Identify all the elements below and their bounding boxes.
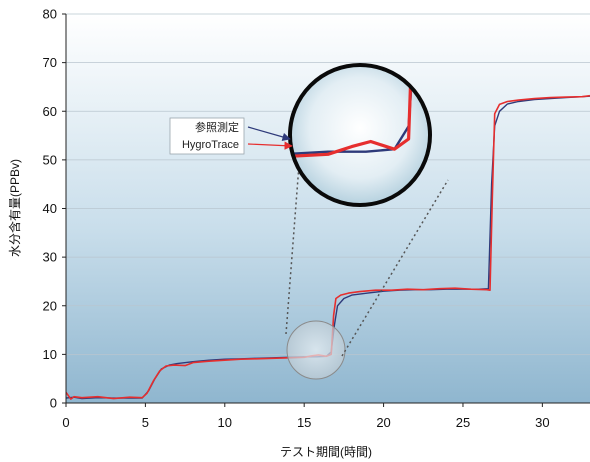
x-tick-label: 0 <box>62 415 69 430</box>
x-tick-label: 15 <box>297 415 311 430</box>
y-tick-label: 40 <box>43 201 57 216</box>
y-tick-label: 70 <box>43 55 57 70</box>
y-tick-label: 20 <box>43 298 57 313</box>
magnifier-lens <box>286 320 346 380</box>
legend-arrow-hygrotrace <box>247 141 293 150</box>
y-tick-label: 10 <box>43 347 57 362</box>
x-tick-label: 20 <box>376 415 390 430</box>
legend-arrow-reference <box>247 126 291 141</box>
x-tick-label: 5 <box>142 415 149 430</box>
y-tick-label: 30 <box>43 250 57 265</box>
magnifier-connector-left <box>285 151 301 335</box>
y-axis-title: 水分含有量(PPBv) <box>7 159 22 257</box>
x-tick-label: 30 <box>535 415 549 430</box>
magnifier-connector-right <box>341 179 449 357</box>
inset-background <box>290 65 430 205</box>
inset-line-hygrotrace <box>290 65 430 159</box>
y-tick-label: 50 <box>43 152 57 167</box>
tick-labels: 0 10 20 30 40 50 60 70 80 0 5 10 15 20 25 30 <box>43 7 550 431</box>
y-tick-label: 0 <box>50 396 57 411</box>
x-axis-title: テスト期間(時間) <box>280 445 372 459</box>
legend-label-reference: 参照測定 <box>195 120 239 134</box>
x-tick-label: 25 <box>456 415 470 430</box>
legend-label-hygrotrace: HygroTrace <box>182 139 239 151</box>
legend: 参照測定 HygroTrace <box>169 117 293 155</box>
inset-view <box>288 63 432 207</box>
inset-series-layer <box>290 65 430 159</box>
y-tick-label: 60 <box>43 104 57 119</box>
legend-box <box>169 117 245 155</box>
x-tick-label: 10 <box>218 415 232 430</box>
y-tick-label: 80 <box>43 7 57 22</box>
